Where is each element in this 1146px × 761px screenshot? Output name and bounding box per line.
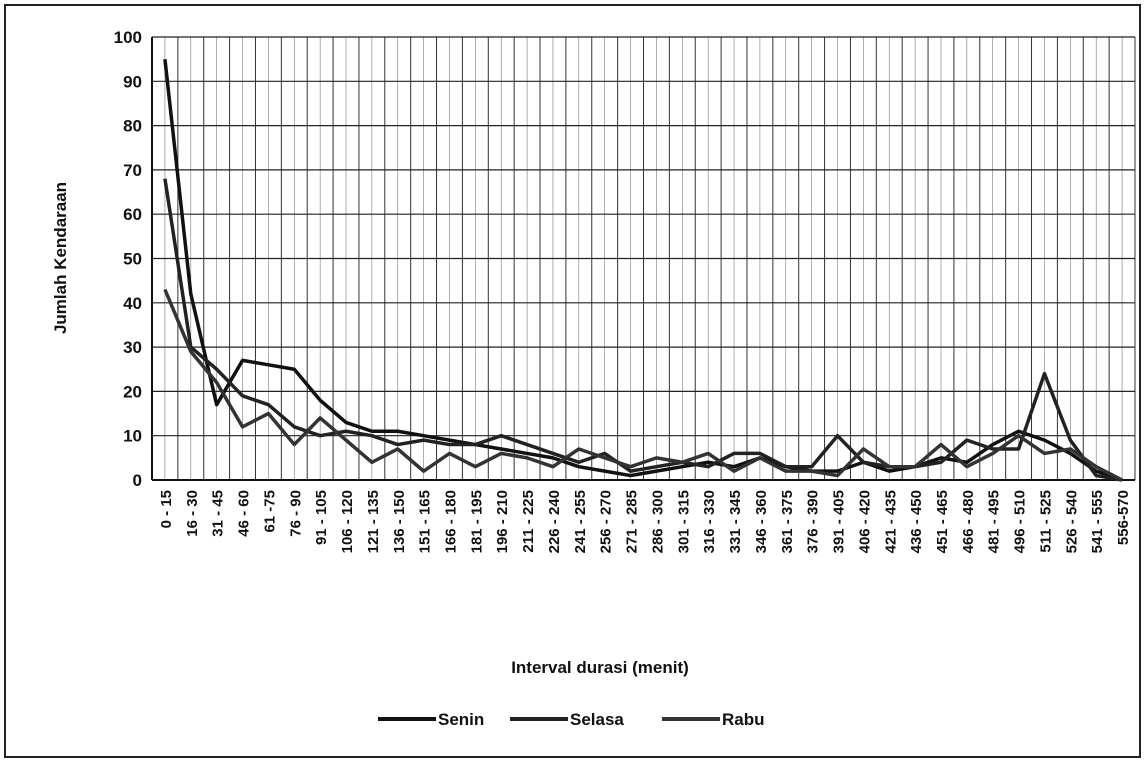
x-tick-label: 346 - 360 xyxy=(753,490,770,553)
series-line xyxy=(163,288,1123,482)
x-tick-label: 301 - 315 xyxy=(675,490,692,553)
y-tick-label: 20 xyxy=(123,382,142,401)
x-tick-label: 556-570 xyxy=(1115,490,1132,545)
x-tick-label: 91 - 105 xyxy=(313,490,330,545)
y-tick-label: 30 xyxy=(123,338,142,357)
x-tick-label: 211 - 225 xyxy=(520,490,537,553)
x-tick-label: 466 - 480 xyxy=(960,490,977,553)
y-tick-label: 80 xyxy=(123,117,142,136)
x-tick-label: 406 - 420 xyxy=(856,490,873,553)
x-tick-label: 31 - 45 xyxy=(210,490,227,537)
x-tick-label: 121 - 135 xyxy=(365,490,382,553)
y-tick-label: 40 xyxy=(123,294,142,313)
legend-label: Selasa xyxy=(570,710,624,729)
x-tick-label: 286 - 300 xyxy=(649,490,666,553)
x-tick-label: 136 - 150 xyxy=(391,490,408,553)
y-tick-label: 50 xyxy=(123,250,142,269)
x-tick-label: 316 - 330 xyxy=(701,490,718,553)
x-tick-label: 496 - 510 xyxy=(1012,490,1029,553)
legend-label: Rabu xyxy=(722,710,765,729)
x-tick-label: 526 - 540 xyxy=(1063,490,1080,553)
y-axis-title: Jumlah Kendaraan xyxy=(51,182,70,334)
x-tick-label: 0 - 15 xyxy=(158,490,175,528)
x-tick-label: 481 - 495 xyxy=(986,490,1003,553)
x-tick-label: 226 - 240 xyxy=(546,490,563,553)
x-tick-label: 376 - 390 xyxy=(805,490,822,553)
x-tick-label: 421 - 435 xyxy=(882,490,899,553)
x-tick-label: 271 - 285 xyxy=(624,490,641,553)
x-tick-label: 451 - 465 xyxy=(934,490,951,553)
x-tick-label: 541 - 555 xyxy=(1089,490,1106,553)
x-tick-label: 46 - 60 xyxy=(236,490,253,537)
x-tick-label: 511 - 525 xyxy=(1037,490,1054,553)
x-tick-label: 61 -75 xyxy=(261,490,278,533)
x-tick-label: 181 - 195 xyxy=(468,490,485,553)
x-tick-label: 436 - 450 xyxy=(908,490,925,553)
x-axis-title: Interval durasi (menit) xyxy=(511,658,689,677)
x-tick-label: 16 - 30 xyxy=(184,490,201,537)
series-line xyxy=(163,178,1123,482)
legend-label: Senin xyxy=(438,710,484,729)
x-tick-label: 256 - 270 xyxy=(598,490,615,553)
chart-frame xyxy=(4,4,1141,758)
x-tick-label: 106 - 120 xyxy=(339,490,356,553)
x-tick-label: 196 - 210 xyxy=(494,490,511,553)
y-tick-label: 10 xyxy=(123,427,142,446)
y-tick-label: 0 xyxy=(133,471,142,490)
x-tick-label: 76 - 90 xyxy=(287,490,304,537)
x-tick-label: 331 - 345 xyxy=(727,490,744,553)
x-tick-label: 151 - 165 xyxy=(417,490,434,553)
x-tick-label: 391 - 405 xyxy=(831,490,848,553)
y-tick-label: 100 xyxy=(114,28,142,47)
x-tick-label: 361 - 375 xyxy=(779,490,796,553)
x-tick-label: 241 - 255 xyxy=(572,490,589,553)
x-tick-label: 166 - 180 xyxy=(442,490,459,553)
y-tick-label: 70 xyxy=(123,161,142,180)
y-tick-label: 60 xyxy=(123,205,142,224)
y-tick-label: 90 xyxy=(123,72,142,91)
